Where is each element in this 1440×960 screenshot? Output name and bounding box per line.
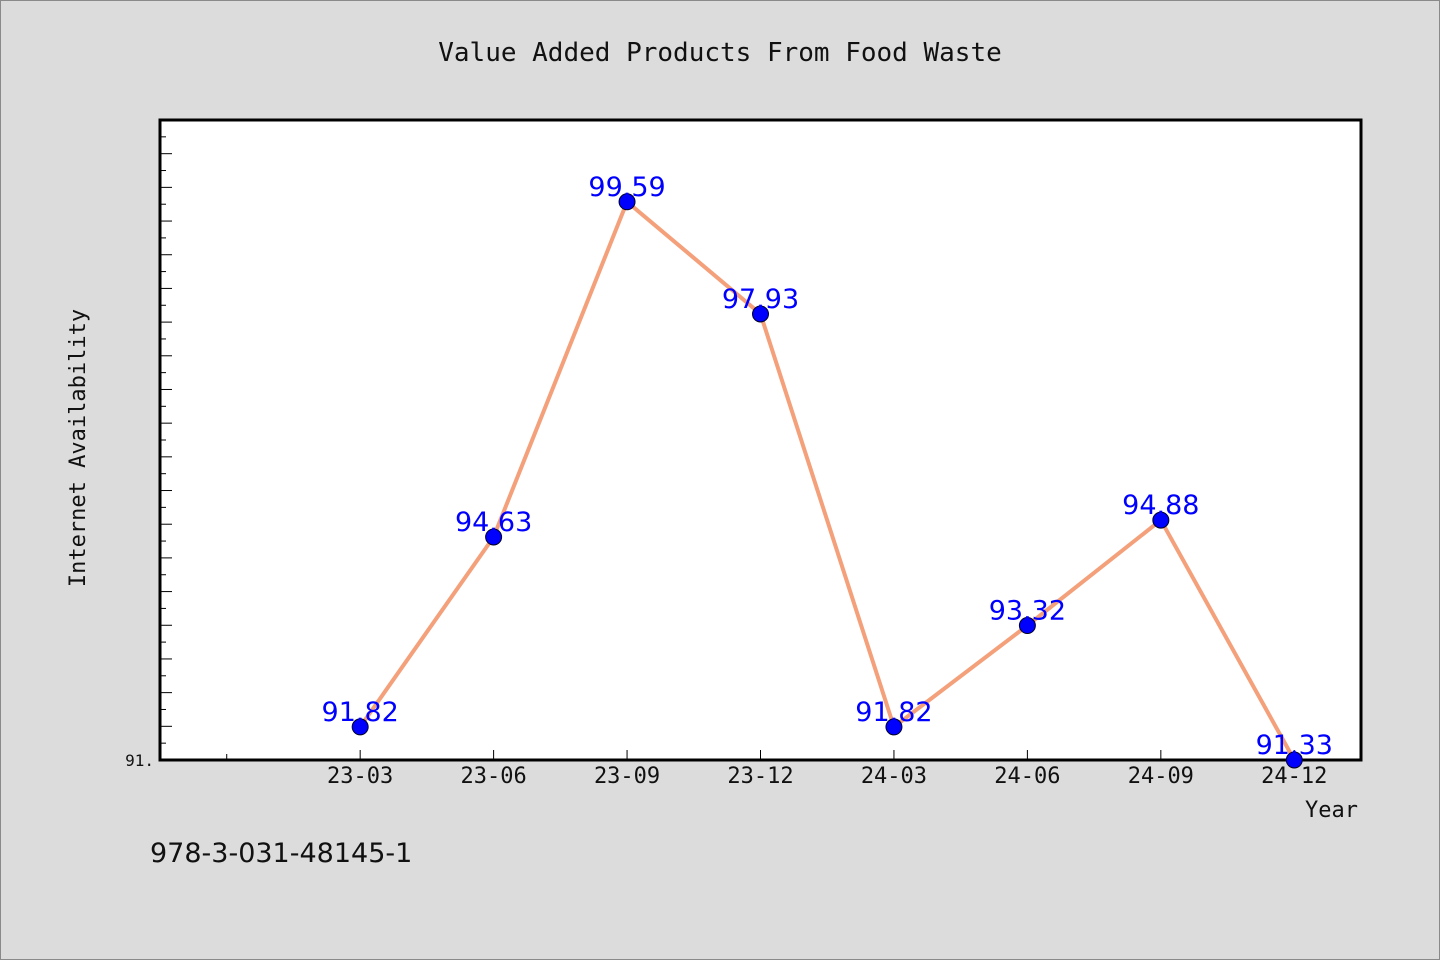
data-point xyxy=(1152,511,1170,529)
data-point xyxy=(885,718,903,736)
data-point xyxy=(618,193,636,211)
y-axis-ticks xyxy=(160,136,172,744)
plot-area xyxy=(158,118,1363,762)
x-tick-label: 23-03 xyxy=(327,764,393,789)
data-label: 91.33 xyxy=(1256,730,1333,761)
x-tick-label: 24-03 xyxy=(861,764,927,789)
data-label: 94.88 xyxy=(1122,490,1199,521)
x-tick-label: 24-06 xyxy=(994,764,1060,789)
data-point xyxy=(485,528,503,546)
data-point xyxy=(752,305,769,323)
x-tick-label: 23-06 xyxy=(460,764,526,789)
data-point xyxy=(1285,751,1303,769)
data-label: 91.82 xyxy=(322,697,399,728)
footer-isbn: 978-3-031-48145-1 xyxy=(150,838,412,869)
chart-title: Value Added Products From Food Waste xyxy=(438,38,1002,68)
data-point xyxy=(351,718,369,736)
data-label: 93.32 xyxy=(989,596,1066,627)
y-axis-label: Internet Availability xyxy=(66,309,91,587)
data-label: 99.59 xyxy=(588,172,665,203)
x-axis-ticks: 23-03 23-06 23-09 23-12 24-03 24-06 24-09 24-12 xyxy=(226,750,1327,789)
data-label: 91.82 xyxy=(855,697,932,728)
x-tick-label: 24-09 xyxy=(1128,764,1194,789)
series-line xyxy=(358,199,1297,761)
x-tick-label: 23-12 xyxy=(727,764,793,789)
x-axis-label: Year xyxy=(1305,798,1358,823)
data-label: 97.93 xyxy=(722,284,799,315)
x-tick-label: 23-09 xyxy=(594,764,660,789)
data-label: 94.63 xyxy=(455,507,532,538)
data-point xyxy=(1018,617,1036,635)
y-min-tick-label: 91. xyxy=(125,751,154,770)
series-layer xyxy=(351,193,1303,769)
data-labels: 91.82 94.63 99.59 97.93 91.82 93.32 94.88 91.33 xyxy=(322,172,1333,761)
